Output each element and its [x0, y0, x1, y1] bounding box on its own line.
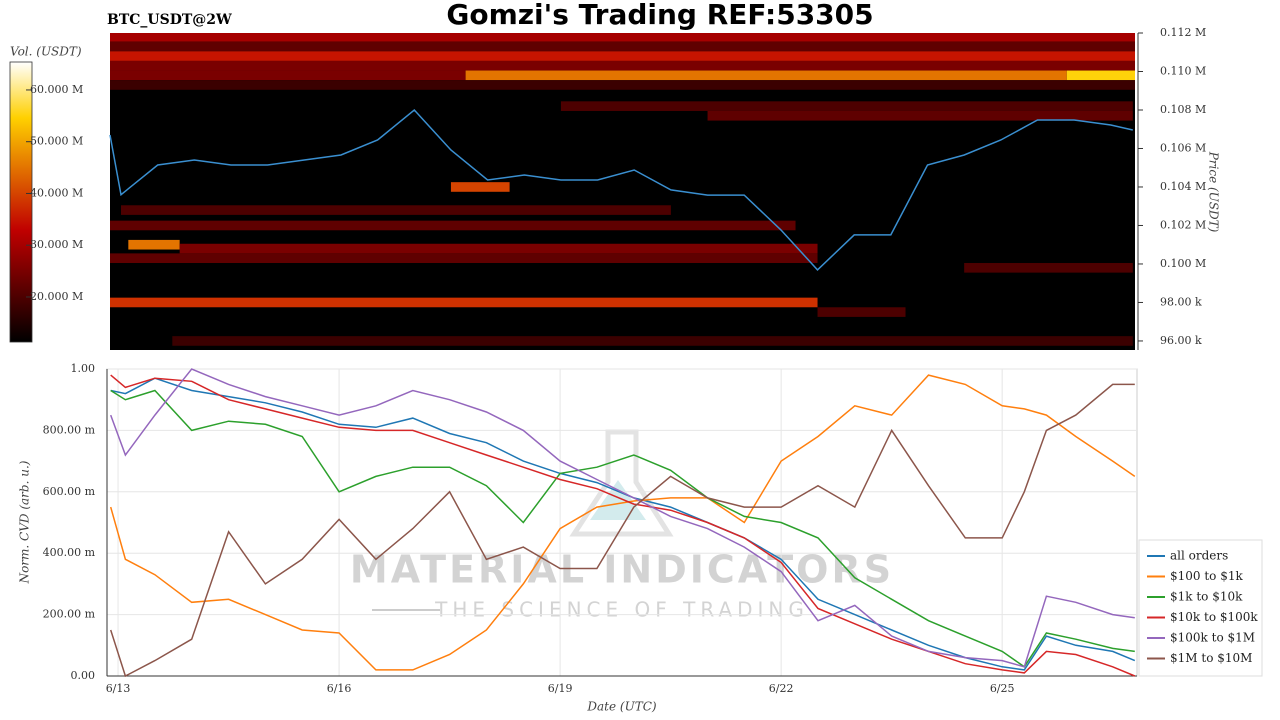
- chart-subtitle: BTC_USDT@2W: [107, 12, 232, 28]
- x-tick-label: 6/22: [769, 682, 794, 695]
- legend-label: $100k to $1M: [1170, 631, 1255, 645]
- colorbar-label: Vol. (USDT): [10, 45, 82, 59]
- heat-cell: [120, 205, 671, 215]
- heat-cell: [110, 70, 466, 81]
- y-tick-label: 600.00 m: [43, 485, 96, 498]
- y-tick-label: 0.112 M: [1160, 26, 1206, 39]
- series-line: [110, 389, 1135, 668]
- legend-label: $1M to $10M: [1170, 651, 1252, 665]
- y-tick-label: 0.100 M: [1160, 257, 1206, 270]
- heat-cell: [560, 101, 1133, 111]
- y-tick-label: 0.110 M: [1160, 64, 1206, 77]
- colorbar-tick-label: 20.000 M: [30, 290, 83, 303]
- colorbar-tick-label: 60.000 M: [30, 83, 83, 96]
- heat-cell: [110, 60, 1135, 71]
- heat-cell: [964, 263, 1133, 273]
- colorbar-tick-label: 30.000 M: [30, 238, 83, 251]
- watermark-title: MATERIAL INDICATORS: [350, 548, 894, 592]
- heat-cell: [172, 336, 1133, 346]
- legend-label: $10k to $100k: [1170, 610, 1258, 624]
- y-tick-label: 0.106 M: [1160, 141, 1206, 154]
- colorbar-tick-label: 50.000 M: [30, 135, 83, 148]
- heat-cell: [817, 307, 906, 317]
- heat-cell: [110, 51, 1135, 61]
- x-tick-label: 6/25: [990, 682, 1015, 695]
- heat-cell: [110, 253, 818, 264]
- plot-area: [106, 368, 1138, 677]
- heat-cell: [110, 80, 1135, 90]
- y-tick-label: 200.00 m: [43, 608, 96, 621]
- legend-label: $1k to $10k: [1170, 590, 1243, 604]
- heat-cell: [465, 70, 1067, 81]
- y-tick-label: 800.00 m: [43, 423, 96, 436]
- y-tick-label: 400.00 m: [43, 546, 96, 559]
- colorbar: [9, 61, 33, 343]
- series-line: [109, 374, 1136, 671]
- legend: [1138, 539, 1263, 677]
- legend-label: all orders: [1170, 549, 1228, 563]
- x-tick-label: 6/16: [327, 682, 352, 695]
- series-line: [109, 383, 1135, 678]
- y-axis-title: Price (USDT): [1207, 151, 1221, 233]
- x-tick-label: 6/13: [106, 682, 131, 695]
- heat-cell: [179, 243, 818, 254]
- price-line: [109, 108, 1133, 271]
- heat-cell: [110, 33, 1135, 42]
- y-tick-label: 0.00: [71, 669, 96, 682]
- y-tick-label: 0.104 M: [1160, 180, 1206, 193]
- heat-cell: [128, 239, 180, 250]
- y-tick-label: 0.102 M: [1160, 218, 1206, 231]
- heat-cell: [110, 297, 818, 308]
- y-tick-label: 1.00: [71, 362, 96, 375]
- watermark-subtitle: THE SCIENCE OF TRADING: [434, 598, 809, 622]
- legend-label: $100 to $1k: [1170, 569, 1243, 583]
- series-line: [109, 368, 1135, 668]
- x-axis-title: Date (UTC): [586, 700, 656, 714]
- y-tick-label: 0.108 M: [1160, 103, 1206, 116]
- y-tick-label: 98.00 k: [1160, 295, 1202, 308]
- heatmap: [110, 33, 1135, 346]
- heat-cell: [450, 182, 510, 192]
- heat-cell: [110, 220, 796, 231]
- heat-cell: [1066, 70, 1135, 81]
- chart-title: Gomzi's Trading REF:53305: [446, 0, 873, 31]
- series-line: [110, 374, 1136, 677]
- colorbar-tick-label: 40.000 M: [30, 186, 83, 199]
- x-tick-label: 6/19: [548, 682, 573, 695]
- y-tick-label: 96.00 k: [1160, 334, 1202, 347]
- heat-cell: [707, 110, 1133, 121]
- y-axis-title: Norm. CVD (arb. u.): [18, 460, 32, 584]
- heat-cell: [110, 41, 1135, 52]
